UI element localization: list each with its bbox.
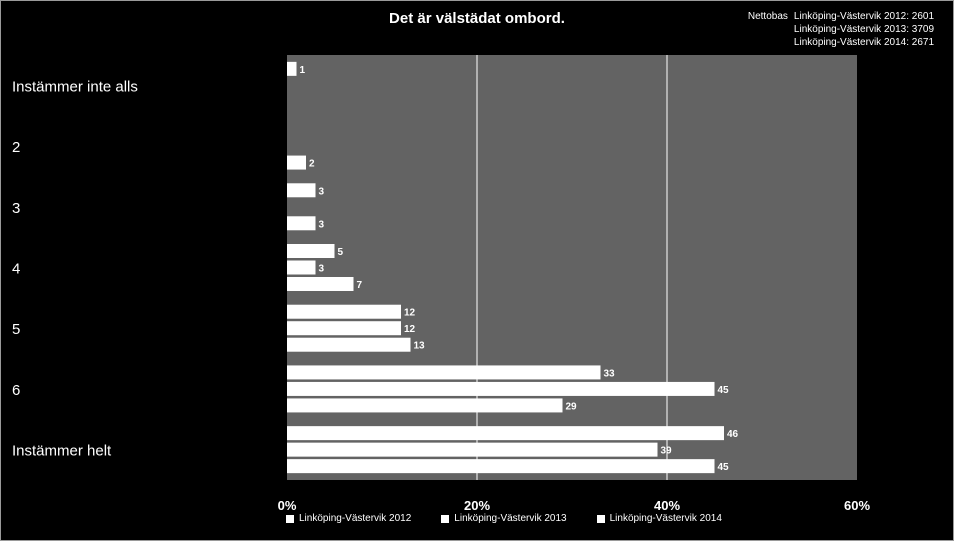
data-label: 12 (404, 324, 416, 335)
bar (287, 398, 563, 413)
legend-label: Linköping-Västervik 2012 (299, 513, 412, 524)
legend-swatch (286, 514, 294, 523)
data-label: 3 (319, 219, 325, 230)
plot-area (287, 55, 857, 480)
bar (287, 365, 601, 380)
x-tick-label: 0% (278, 498, 297, 513)
legend-swatch (441, 514, 450, 523)
legend-item: Linköping-Västervik 2012 (286, 513, 411, 524)
bar (287, 277, 354, 291)
legend-label: Linköping-Västervik 2014 (609, 513, 722, 524)
nettobas-value: Linköping-Västervik 2013: 3709 (793, 24, 934, 35)
bar (287, 426, 724, 441)
bar (287, 381, 715, 396)
data-label: 45 (718, 462, 730, 473)
bar (287, 216, 316, 231)
data-label: 2 (309, 159, 315, 170)
bar (287, 459, 715, 474)
data-label: 7 (357, 280, 363, 291)
legend: Linköping-Västervik 2012 Linköping-Väste… (286, 513, 722, 524)
legend-item: Linköping-Västervik 2014 (596, 513, 722, 524)
legend-label: Linköping-Västervik 2013 (454, 513, 567, 524)
data-label: 45 (718, 385, 730, 396)
legend-swatch (596, 514, 605, 523)
data-label: 5 (338, 247, 344, 258)
bar (287, 304, 401, 319)
nettobas-value: Linköping-Västervik 2012: 2601 (793, 11, 934, 22)
data-label: 3 (319, 186, 325, 197)
bar (287, 260, 316, 275)
data-label: 39 (661, 446, 673, 457)
category-label: 4 (12, 261, 20, 278)
category-label: 6 (12, 382, 20, 399)
nettobas-label: Nettobas (747, 11, 788, 22)
nettobas-values: Linköping-Västervik 2012: 2601 Linköping… (794, 10, 934, 49)
data-label: 13 (414, 341, 426, 352)
bar (287, 337, 411, 352)
data-label: 46 (727, 429, 739, 440)
bar (287, 155, 306, 170)
nettobas-value: Linköping-Västervik 2014: 2671 (793, 37, 934, 48)
legend-item: Linköping-Västervik 2013 (441, 513, 567, 524)
bar (287, 183, 316, 198)
bar (287, 442, 658, 457)
category-label: 5 (12, 321, 20, 338)
data-label: 12 (404, 308, 416, 319)
x-tick-label: 20% (464, 498, 490, 513)
data-label: 33 (604, 368, 616, 379)
bar (287, 61, 297, 76)
x-tick-label: 40% (654, 498, 680, 513)
category-label: Instämmer helt (12, 443, 112, 460)
data-label: 29 (566, 401, 578, 412)
x-tick-label: 60% (844, 498, 870, 513)
bar (287, 321, 401, 336)
bar (287, 244, 335, 258)
category-label: Instämmer inte alls (12, 78, 138, 95)
chart-title: Det är välstädat ombord. (389, 10, 565, 27)
data-label: 3 (319, 264, 325, 275)
nettobas-box: Nettobas Linköping-Västervik 2012: 2601 … (748, 10, 934, 49)
category-label: 3 (12, 200, 20, 217)
data-label: 1 (300, 65, 306, 76)
category-label: 2 (12, 139, 20, 156)
